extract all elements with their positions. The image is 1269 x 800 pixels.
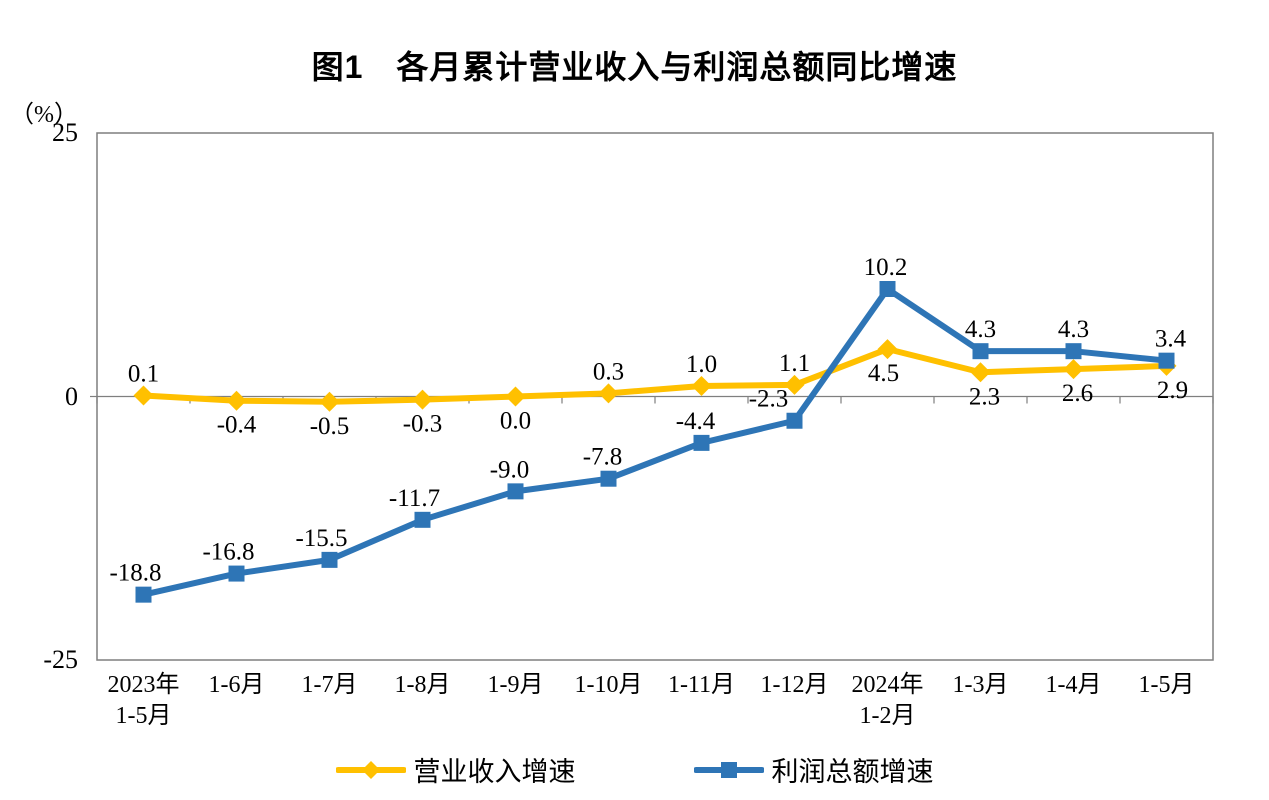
data-point-label: 0.3 — [593, 358, 624, 385]
chart-legend: 营业收入增速 利润总额增速 — [0, 750, 1269, 789]
data-point-marker-square — [135, 586, 152, 603]
data-point-marker-square — [507, 483, 524, 500]
x-category-label: 1-4月 — [1045, 672, 1102, 698]
data-point-marker-diamond — [412, 389, 433, 410]
x-category-label: 1-6月 — [208, 672, 265, 698]
data-point-label: -0.4 — [217, 412, 257, 439]
legend-item: 利润总额增速 — [693, 750, 934, 789]
data-point-label: 0.1 — [128, 360, 159, 387]
revenue-growth-line — [140, 346, 1170, 405]
legend-label: 营业收入增速 — [413, 757, 576, 787]
data-point-label: 2.3 — [969, 383, 1000, 410]
legend-label: 利润总额增速 — [771, 757, 934, 787]
data-point-marker-diamond — [319, 391, 340, 412]
data-point-label: 1.0 — [686, 351, 717, 378]
data-point-marker-square — [414, 511, 431, 528]
data-point-label: -2.3 — [749, 386, 789, 413]
data-point-marker-square — [600, 470, 617, 487]
data-point-label: -0.3 — [403, 411, 443, 438]
x-category-label: 1-3月 — [952, 672, 1009, 698]
data-point-label: 3.4 — [1155, 326, 1187, 353]
chart-title: 图1 各月累计营业收入与利润总额同比增速 — [311, 49, 958, 85]
x-category-label: 1-5月 — [1138, 672, 1195, 698]
data-point-label: -16.8 — [202, 539, 254, 566]
data-point-label: -9.0 — [490, 456, 530, 483]
data-point-label: 1.1 — [779, 350, 810, 377]
data-point-label: 0.0 — [500, 408, 531, 435]
data-point-marker-diamond — [877, 339, 898, 360]
data-point-marker-diamond — [970, 362, 991, 383]
data-point-label: -18.8 — [109, 560, 161, 587]
data-point-label: 4.3 — [965, 316, 996, 343]
data-point-label: -15.5 — [295, 525, 347, 552]
data-point-marker-diamond — [1063, 359, 1084, 380]
data-point-label: 4.3 — [1058, 316, 1089, 343]
x-category-label: 1-9月 — [487, 672, 544, 698]
y-tick-label: 0 — [65, 381, 78, 411]
data-point-label: -11.7 — [389, 485, 440, 512]
legend-item: 营业收入增速 — [335, 750, 576, 789]
y-tick-label: 25 — [52, 118, 78, 147]
y-axis-unit-label: （%） — [10, 102, 78, 128]
data-point-marker-square — [321, 551, 338, 568]
data-point-marker-square — [972, 343, 989, 360]
legend-line-diamond-icon — [335, 760, 406, 779]
x-category-label: 2024年 1-2月 — [851, 672, 924, 729]
data-point-marker-square — [879, 280, 896, 297]
data-point-marker-square — [1065, 343, 1082, 360]
x-category-label: 1-11月 — [667, 672, 736, 698]
data-point-marker-diamond — [784, 374, 805, 395]
data-point-marker-diamond — [691, 375, 712, 396]
x-category-label: 1-8月 — [394, 672, 451, 698]
x-category-label: 1-7月 — [301, 672, 358, 698]
data-point-marker-diamond — [598, 383, 619, 404]
legend-line-square-icon — [693, 761, 764, 778]
profit-growth-line — [140, 285, 1170, 598]
data-point-label: 10.2 — [864, 254, 908, 281]
x-category-label: 1-10月 — [574, 672, 643, 698]
data-point-label: -4.4 — [676, 408, 716, 435]
data-point-marker-square — [786, 412, 803, 429]
data-point-label: 2.6 — [1062, 380, 1093, 407]
data-point-marker-square — [693, 434, 710, 451]
data-point-marker-diamond — [133, 385, 154, 406]
y-tick-label: -25 — [43, 645, 78, 674]
data-point-label: -7.8 — [583, 444, 623, 471]
data-point-label: 4.5 — [868, 360, 899, 387]
data-point-marker-square — [228, 565, 245, 582]
x-category-label: 2023年 1-5月 — [107, 672, 180, 729]
data-point-label: -0.5 — [310, 413, 350, 440]
data-point-marker-diamond — [226, 390, 247, 411]
data-point-marker-diamond — [505, 386, 526, 407]
x-category-label: 1-12月 — [760, 672, 829, 698]
data-point-marker-square — [1158, 352, 1175, 369]
data-point-label: 2.9 — [1157, 377, 1188, 404]
